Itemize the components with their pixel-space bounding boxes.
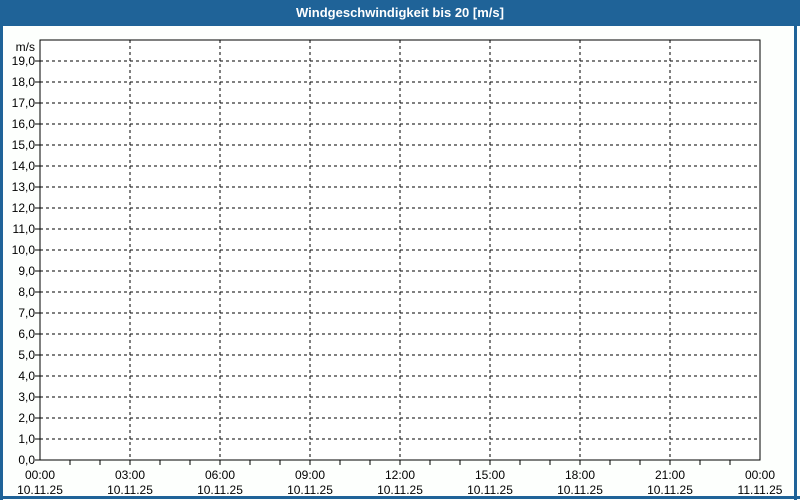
y-tick-label: 9,0 bbox=[18, 264, 35, 278]
x-tick-time-label: 03:00 bbox=[115, 468, 145, 482]
x-tick-time-label: 09:00 bbox=[295, 468, 325, 482]
y-tick-label: 1,0 bbox=[18, 432, 35, 446]
y-tick-label: 7,0 bbox=[18, 306, 35, 320]
chart-title: Windgeschwindigkeit bis 20 [m/s] bbox=[296, 5, 504, 20]
y-tick-label: 6,0 bbox=[18, 327, 35, 341]
window-border-right bbox=[794, 26, 797, 500]
y-tick-label: 16,0 bbox=[12, 117, 36, 131]
y-tick-label: 19,0 bbox=[12, 54, 36, 68]
window-border-bottom bbox=[0, 496, 800, 499]
y-tick-label: 4,0 bbox=[18, 369, 35, 383]
y-tick-label: 3,0 bbox=[18, 390, 35, 404]
x-tick-time-label: 15:00 bbox=[475, 468, 505, 482]
x-tick-date-label: 10.11.25 bbox=[377, 483, 423, 497]
y-tick-label: 11,0 bbox=[13, 222, 36, 236]
y-tick-label: 18,0 bbox=[12, 75, 36, 89]
x-tick-date-label: 10.11.25 bbox=[467, 483, 513, 497]
y-tick-label: 8,0 bbox=[18, 285, 35, 299]
x-tick-time-label: 00:00 bbox=[25, 468, 55, 482]
x-tick-time-label: 06:00 bbox=[205, 468, 235, 482]
x-tick-time-label: 21:00 bbox=[655, 468, 685, 482]
x-tick-date-label: 10.11.25 bbox=[557, 483, 603, 497]
y-tick-label: 13,0 bbox=[12, 180, 36, 194]
y-tick-label: 5,0 bbox=[18, 348, 35, 362]
y-tick-label: 0,0 bbox=[18, 453, 35, 467]
x-tick-date-label: 10.11.25 bbox=[17, 483, 63, 497]
x-tick-time-label: 00:00 bbox=[745, 468, 775, 482]
y-tick-label: 14,0 bbox=[12, 159, 36, 173]
x-tick-date-label: 10.11.25 bbox=[107, 483, 153, 497]
y-axis-unit-label: m/s bbox=[16, 40, 35, 54]
title-bar: Windgeschwindigkeit bis 20 [m/s] bbox=[0, 0, 800, 26]
x-tick-time-label: 12:00 bbox=[385, 468, 415, 482]
y-tick-label: 15,0 bbox=[12, 138, 36, 152]
x-tick-date-label: 10.11.25 bbox=[197, 483, 243, 497]
x-tick-date-label: 11.11.25 bbox=[738, 483, 783, 497]
x-tick-time-label: 18:00 bbox=[565, 468, 595, 482]
y-tick-label: 2,0 bbox=[18, 411, 35, 425]
y-tick-label: 12,0 bbox=[12, 201, 36, 215]
x-tick-date-label: 10.11.25 bbox=[287, 483, 333, 497]
x-tick-date-label: 10.11.25 bbox=[647, 483, 693, 497]
y-tick-label: 10,0 bbox=[12, 243, 36, 257]
y-tick-label: 17,0 bbox=[12, 96, 36, 110]
window-border-left bbox=[0, 26, 3, 500]
